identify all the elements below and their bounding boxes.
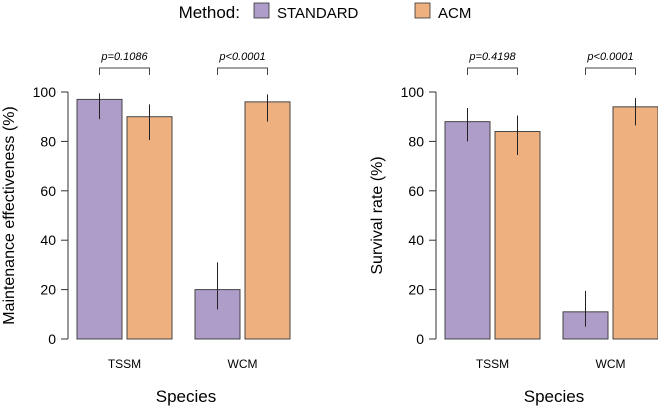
legend-label-standard: STANDARD: [277, 5, 359, 22]
legend-swatch-acm: [414, 2, 431, 19]
y-tick-label: 40: [408, 232, 424, 248]
legend-swatch-standard: [253, 2, 270, 19]
significance-bracket: [467, 67, 518, 75]
y-tick-label: 20: [40, 282, 56, 298]
legend-title: Method:: [179, 3, 240, 22]
bar-tssm-standard: [76, 98, 123, 340]
y-tick-label: 20: [408, 282, 424, 298]
x-tick-label: TSSM: [476, 357, 509, 371]
legend-label-acm: ACM: [438, 5, 471, 22]
significance-bracket: [99, 67, 150, 75]
panel-1: 0 20 40 60 80 100 Maintenance effectiveness (%…: [1, 51, 291, 406]
y-tick-label: 0: [48, 331, 56, 347]
significance-bracket: [217, 67, 268, 75]
panel-2: 0 20 40 60 80 100 Survival rate (%) Species TSSM…: [369, 51, 658, 406]
bar-tssm-standard: [444, 121, 491, 340]
x-axis-label: Species: [156, 387, 216, 406]
y-tick-label: 0: [416, 331, 424, 347]
p-value-label: p<0.0001: [586, 51, 633, 63]
x-tick-label: WCM: [596, 357, 626, 371]
bar-wcm-acm: [612, 106, 658, 340]
bar-tssm-acm: [126, 116, 173, 340]
x-tick-label: TSSM: [108, 357, 141, 371]
p-value-label: p=0.4198: [468, 51, 516, 63]
x-axis-label: Species: [524, 387, 584, 406]
y-tick-label: 60: [408, 183, 424, 199]
y-tick-label: 80: [408, 133, 424, 149]
p-value-label: p<0.0001: [218, 51, 265, 63]
legend: Method: STANDARD ACM: [179, 2, 471, 22]
y-axis-label: Maintenance effectiveness (%): [1, 106, 18, 324]
y-axis-label: Survival rate (%): [369, 156, 386, 274]
y-tick-label: 100: [33, 84, 57, 100]
bar-tssm-acm: [494, 131, 541, 340]
bar-wcm-acm: [244, 101, 291, 340]
p-value-label: p=0.1086: [100, 51, 148, 63]
y-tick-label: 80: [40, 133, 56, 149]
y-tick-label: 60: [40, 183, 56, 199]
significance-bracket: [585, 67, 636, 75]
y-tick-label: 40: [40, 232, 56, 248]
y-tick-label: 100: [401, 84, 425, 100]
x-tick-label: WCM: [228, 357, 258, 371]
